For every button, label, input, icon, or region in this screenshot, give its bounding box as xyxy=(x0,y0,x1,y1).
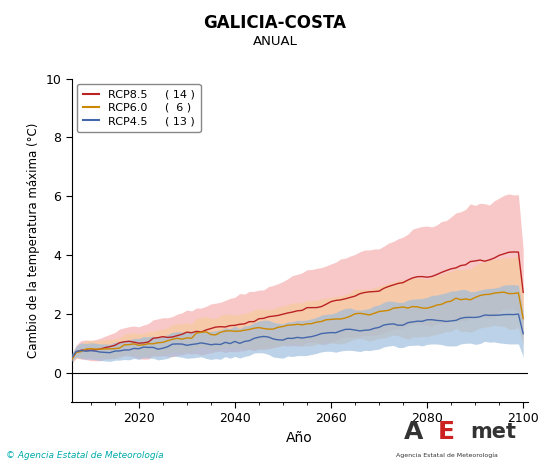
Text: E: E xyxy=(438,420,455,444)
Legend: RCP8.5     ( 14 ), RCP6.0     (  6 ), RCP4.5     ( 13 ): RCP8.5 ( 14 ), RCP6.0 ( 6 ), RCP4.5 ( 13… xyxy=(77,84,201,132)
X-axis label: Año: Año xyxy=(287,431,313,445)
Text: ANUAL: ANUAL xyxy=(252,35,298,48)
Text: © Agencia Estatal de Meteorología: © Agencia Estatal de Meteorología xyxy=(6,451,163,460)
Text: Agencia Estatal de Meteorología: Agencia Estatal de Meteorología xyxy=(396,452,498,458)
Text: GALICIA-COSTA: GALICIA-COSTA xyxy=(204,14,346,32)
Text: met: met xyxy=(470,422,516,442)
Y-axis label: Cambio de la temperatura máxima (°C): Cambio de la temperatura máxima (°C) xyxy=(26,122,40,358)
Text: A: A xyxy=(404,420,423,444)
